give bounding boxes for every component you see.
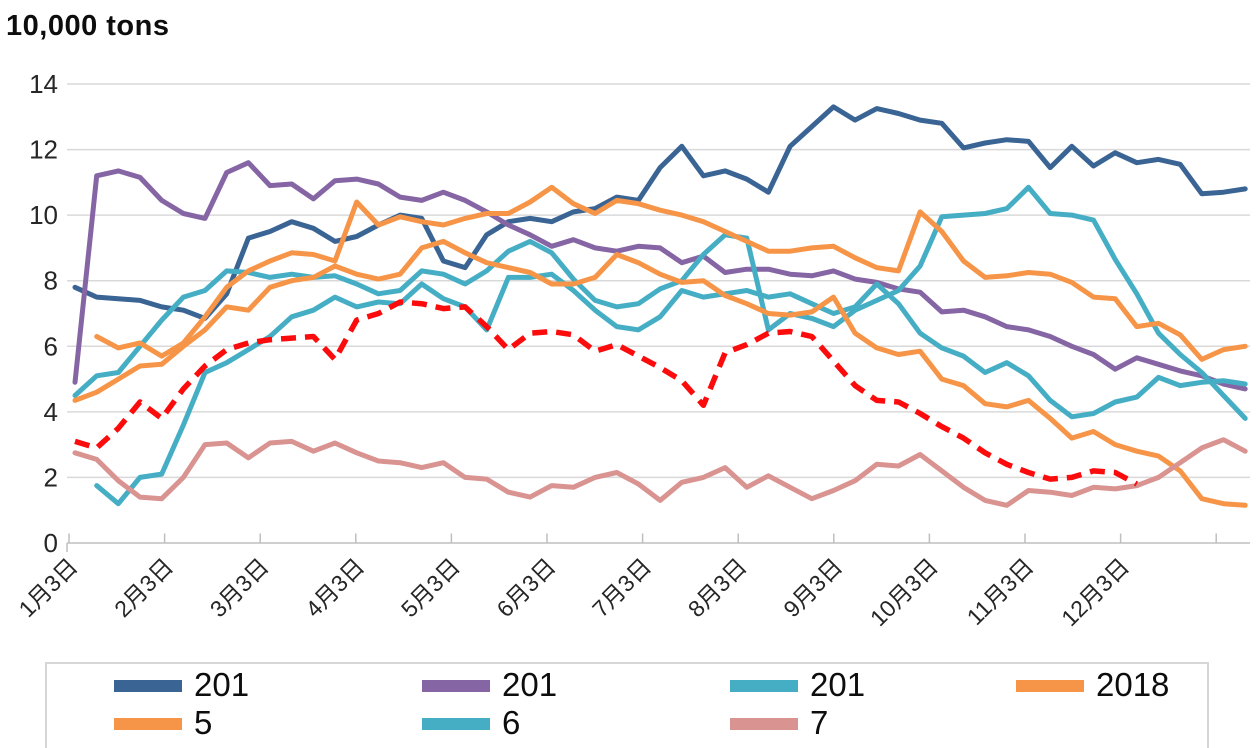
series-year-teal-a-line bbox=[72, 184, 1248, 421]
legend-label: 201 bbox=[502, 743, 557, 748]
y-axis-label: 2 bbox=[44, 462, 58, 492]
legend-swatch-pink bbox=[730, 718, 798, 730]
y-axis-label: 12 bbox=[29, 135, 58, 165]
x-axis-label: 12月3日 bbox=[1056, 553, 1134, 631]
legend-label: 201 bbox=[194, 743, 249, 748]
legend-label: 5 bbox=[194, 704, 213, 741]
x-axis-label: 2月3日 bbox=[109, 553, 178, 622]
legend-label: 2018 bbox=[1096, 666, 1170, 703]
y-axis-label: 4 bbox=[44, 397, 58, 427]
series-year-2018-line bbox=[94, 184, 1248, 362]
legend-label: 6 bbox=[502, 704, 521, 741]
y-axis-label: 0 bbox=[44, 528, 58, 558]
x-axis-label: 3月3日 bbox=[205, 553, 274, 622]
series-year-red-dashed-line bbox=[74, 299, 1139, 487]
x-axis-label: 10月3日 bbox=[865, 553, 943, 631]
legend-swatch-teal bbox=[730, 680, 798, 692]
legend-swatch-purple bbox=[422, 680, 490, 692]
x-axis-label: 7月3日 bbox=[587, 553, 656, 622]
legend-label: 201 bbox=[810, 743, 865, 748]
y-axis-label: 8 bbox=[44, 266, 58, 296]
legend-swatch-navy bbox=[114, 680, 182, 692]
x-axis-label: 4月3日 bbox=[300, 553, 369, 622]
legend-swatch-teal bbox=[422, 718, 490, 730]
legend-swatch-orange bbox=[114, 718, 182, 730]
chart-title: 10,000 tons bbox=[6, 10, 170, 42]
y-axis-label: 14 bbox=[29, 69, 58, 99]
x-axis-label: 8月3日 bbox=[683, 553, 752, 622]
x-axis-label: 1月3日 bbox=[14, 553, 83, 622]
y-axis-label: 10 bbox=[29, 200, 58, 230]
x-axis-label: 6月3日 bbox=[492, 553, 561, 622]
series-year-orange-b-line bbox=[72, 238, 1248, 508]
series-year-navy-line bbox=[72, 104, 1248, 321]
x-axis-label: 5月3日 bbox=[396, 553, 465, 622]
legend-label: 201 bbox=[502, 666, 558, 703]
legend-label: 201 bbox=[194, 666, 250, 703]
series-year-teal-b-line bbox=[94, 271, 1248, 507]
legend-swatch-orange bbox=[1016, 680, 1084, 692]
legend-label: 201 bbox=[810, 666, 866, 703]
x-axis-label: 9月3日 bbox=[778, 553, 847, 622]
x-axis-label: 11月3日 bbox=[962, 553, 1039, 630]
legend-label: 7 bbox=[810, 704, 829, 741]
series-year-pink-line bbox=[72, 437, 1248, 508]
series-year-purple-line bbox=[72, 160, 1248, 392]
y-axis-label: 6 bbox=[44, 331, 58, 361]
legend-box: 2012012012018567201201201 bbox=[45, 662, 1209, 748]
